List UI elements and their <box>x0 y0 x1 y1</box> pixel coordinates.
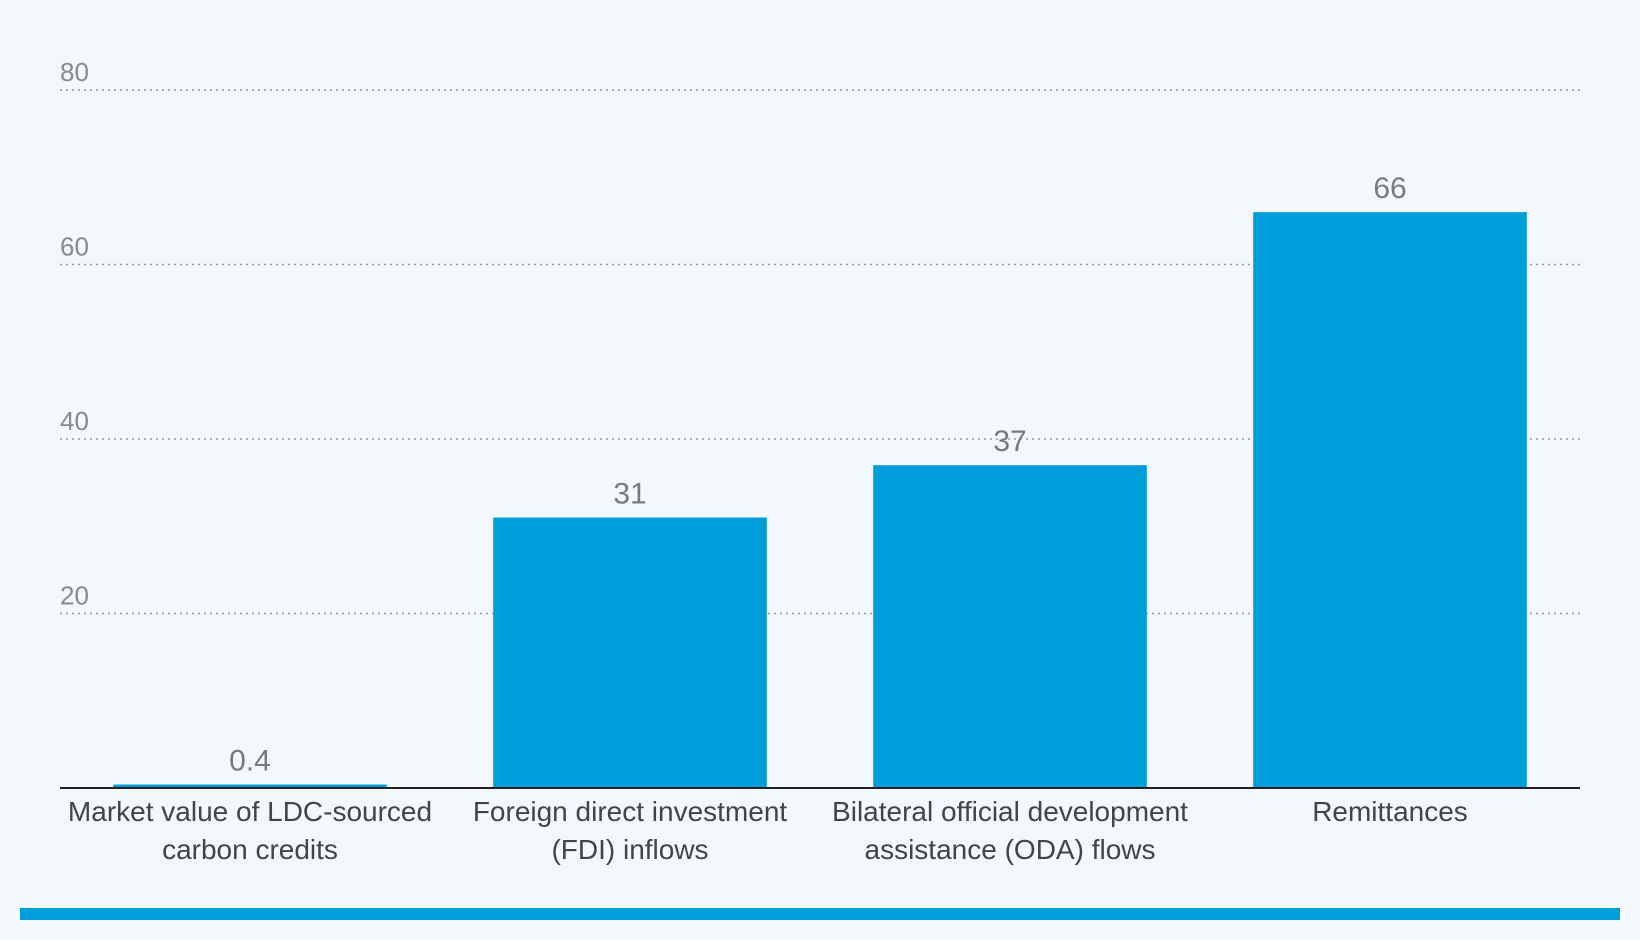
category-label-1: Market value of LDC-sourced <box>68 796 432 827</box>
footer-rule <box>20 908 1620 920</box>
bar-4 <box>1253 212 1527 788</box>
value-label-4: 66 <box>1373 172 1406 205</box>
category-label-1: carbon credits <box>162 834 338 865</box>
y-tick-label: 40 <box>60 406 89 436</box>
category-labels: Market value of LDC-sourced carbon credit… <box>68 796 1468 865</box>
category-label-2: Foreign direct investment <box>473 796 788 827</box>
value-label-1: 0.4 <box>229 745 271 778</box>
value-label-2: 31 <box>613 478 646 511</box>
bar-2 <box>493 517 767 788</box>
bars <box>113 212 1527 788</box>
y-tick-label: 60 <box>60 232 89 262</box>
value-labels: 0.4 31 37 66 <box>229 172 1407 777</box>
bar-3 <box>873 465 1147 788</box>
y-tick-label: 20 <box>60 581 89 611</box>
category-label-3: assistance (ODA) flows <box>865 834 1156 865</box>
category-label-3: Bilateral official development <box>832 796 1188 827</box>
y-axis-ticks: 20 40 60 80 <box>60 57 89 611</box>
bar-1 <box>113 784 387 788</box>
y-tick-label: 80 <box>60 57 89 87</box>
category-label-4: Remittances <box>1312 796 1468 827</box>
category-label-2: (FDI) inflows <box>551 834 708 865</box>
value-label-3: 37 <box>993 425 1026 458</box>
